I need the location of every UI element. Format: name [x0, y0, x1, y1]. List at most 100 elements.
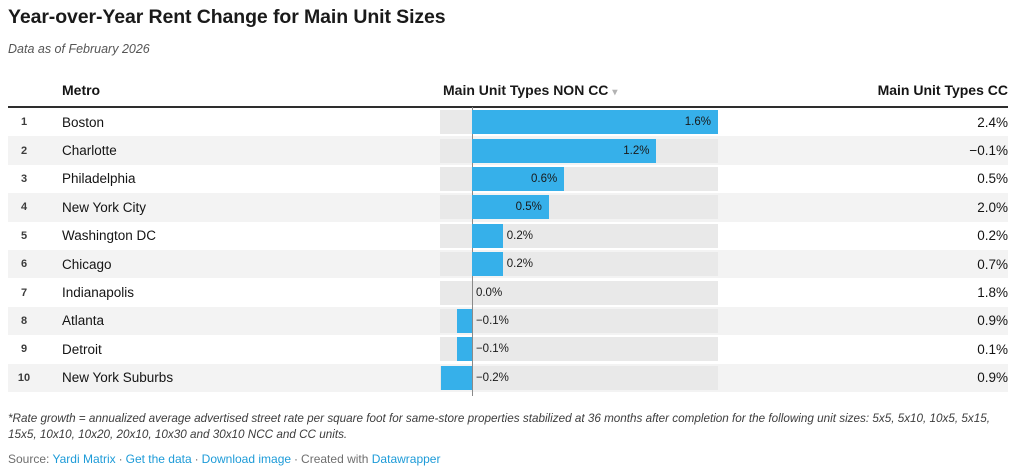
- bar-track: 0.5%: [440, 195, 718, 220]
- sort-arrow-icon: ▾: [612, 87, 618, 98]
- datawrapper-link[interactable]: Datawrapper: [371, 451, 441, 466]
- cc-value: 2.0%: [977, 199, 1008, 215]
- bar-value-label: 1.6%: [684, 116, 711, 129]
- rank-label: 10: [17, 371, 31, 384]
- table-header-row: Metro Main Unit Types NON CC ▾ Main Unit …: [8, 82, 1008, 108]
- created-with-label: Created with: [301, 451, 369, 466]
- cc-value: 1.8%: [977, 285, 1008, 301]
- bar-track: 1.2%: [440, 138, 718, 163]
- table-row: 4 New York City 0.5% 2.0%: [8, 193, 1008, 222]
- download-image-link[interactable]: Download image: [201, 451, 292, 466]
- bar-track: 0.6%: [440, 166, 718, 191]
- bar-cell: 0.0%: [440, 280, 718, 305]
- metro-label: Indianapolis: [62, 285, 135, 301]
- source-link[interactable]: Yardi Matrix: [52, 451, 116, 466]
- bar-cell: −0.1%: [440, 337, 718, 362]
- bar-value-label: 0.6%: [531, 172, 558, 185]
- bar-track: 0.0%: [440, 280, 718, 305]
- bar-value-label: 0.5%: [515, 201, 542, 214]
- rent-change-table: Metro Main Unit Types NON CC ▾ Main Unit …: [8, 82, 1008, 396]
- table-row: 8 Atlanta −0.1% 0.9%: [8, 306, 1008, 336]
- bar-track: 0.2%: [440, 252, 718, 277]
- cc-value: 0.2%: [977, 228, 1008, 244]
- bar: [471, 166, 565, 191]
- table-row: 6 Chicago 0.2% 0.7%: [8, 249, 1008, 279]
- rank-label: 8: [20, 314, 28, 327]
- cc-value: 0.9%: [977, 313, 1008, 329]
- bar: [471, 110, 718, 135]
- bar: [471, 223, 503, 248]
- bar-value-label: −0.2%: [475, 371, 509, 384]
- bar-cell: 1.6%: [440, 110, 718, 135]
- rank-label: 1: [20, 116, 28, 129]
- bar: [441, 365, 472, 390]
- bar-value-label: 0.2%: [506, 258, 533, 271]
- table-row: 2 Charlotte 1.2% −0.1%: [8, 136, 1008, 165]
- cc-value: 2.4%: [977, 114, 1008, 130]
- rank-label: 4: [20, 201, 28, 214]
- get-the-data-link[interactable]: Get the data: [125, 451, 192, 466]
- bar-cell: 0.5%: [440, 195, 718, 220]
- cc-value: 0.9%: [977, 370, 1008, 386]
- bar-track: 1.6%: [440, 110, 718, 135]
- bar-value-label: 0.2%: [506, 229, 533, 242]
- column-header-non-cc[interactable]: Main Unit Types NON CC ▾: [440, 82, 718, 98]
- bar-track: −0.2%: [440, 365, 718, 390]
- rank-label: 7: [20, 286, 28, 299]
- metro-label: Atlanta: [62, 313, 105, 329]
- rank-label: 5: [20, 229, 28, 242]
- source-prefix: Source:: [8, 451, 50, 466]
- separator-dot: ·: [294, 451, 299, 466]
- bar: [456, 308, 472, 333]
- rank-label: 3: [20, 172, 28, 185]
- table-row: 5 Washington DC 0.2% 0.2%: [8, 222, 1008, 250]
- metro-label: New York Suburbs: [62, 370, 174, 386]
- bar-track: −0.1%: [440, 308, 718, 333]
- bar-cell: −0.1%: [440, 308, 718, 333]
- bar-cell: −0.2%: [440, 365, 718, 390]
- table-row: 7 Indianapolis 0.0% 1.8%: [8, 278, 1008, 306]
- bar-track: 0.2%: [440, 223, 718, 248]
- column-header-metro: Metro: [62, 82, 101, 98]
- source-line: Source: Yardi Matrix · Get the data · Downlo…: [8, 452, 1008, 466]
- table-body: 1 Boston 1.6% 2.4% 2 Charlotte 1.2% −0.1…: [8, 107, 1008, 396]
- table-row: 1 Boston 1.6% 2.4%: [8, 108, 1008, 136]
- metro-label: Boston: [62, 114, 105, 130]
- metro-label: Chicago: [62, 256, 112, 272]
- bar: [471, 195, 549, 220]
- rank-label: 2: [20, 144, 28, 157]
- rank-label: 9: [20, 343, 28, 356]
- bar-track: −0.1%: [440, 337, 718, 362]
- bar: [471, 252, 503, 277]
- table-row: 3 Philadelphia 0.6% 0.5%: [8, 165, 1008, 193]
- rank-label: 6: [20, 258, 28, 271]
- bar-cell: 0.6%: [440, 166, 718, 191]
- chart-subtitle: Data as of February 2026: [8, 42, 150, 56]
- cc-value: 0.5%: [977, 171, 1008, 187]
- metro-label: Detroit: [62, 341, 102, 357]
- bar-value-label: 1.2%: [623, 144, 650, 157]
- bar-cell: 0.2%: [440, 223, 718, 248]
- table-row: 10 New York Suburbs −0.2% 0.9%: [8, 363, 1008, 392]
- separator-dot: ·: [194, 451, 199, 466]
- bar-value-label: −0.1%: [475, 343, 509, 356]
- column-header-cc: Main Unit Types CC: [877, 82, 1008, 98]
- zero-baseline: [472, 107, 473, 396]
- table-row: 9 Detroit −0.1% 0.1%: [8, 335, 1008, 363]
- bar-value-label: −0.1%: [475, 314, 509, 327]
- separator-dot: ·: [118, 451, 123, 466]
- column-header-non-cc-label: Main Unit Types NON CC: [443, 82, 609, 98]
- bar-cell: 1.2%: [440, 138, 718, 163]
- bar: [456, 337, 472, 362]
- bar-cell: 0.2%: [440, 252, 718, 277]
- cc-value: 0.7%: [977, 256, 1008, 272]
- page-title: Year-over-Year Rent Change for Main Unit…: [8, 6, 446, 28]
- bar: [471, 138, 657, 163]
- footnote: *Rate growth = annualized average advert…: [8, 411, 990, 441]
- metro-label: Philadelphia: [62, 171, 136, 187]
- cc-value: 0.1%: [977, 341, 1008, 357]
- cc-value: −0.1%: [969, 143, 1008, 159]
- metro-label: Charlotte: [62, 143, 117, 159]
- bar-value-label: 0.0%: [475, 286, 503, 299]
